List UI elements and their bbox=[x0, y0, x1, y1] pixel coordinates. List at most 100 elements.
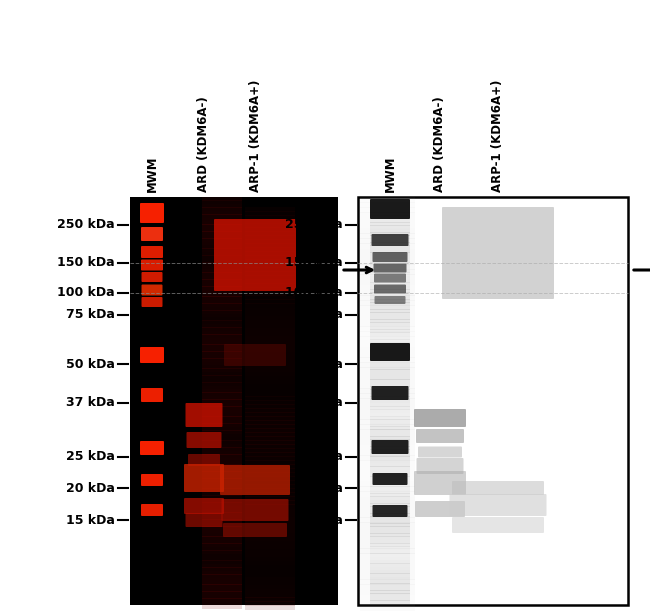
Bar bbox=[360, 460, 415, 466]
Bar bbox=[370, 433, 410, 437]
Bar bbox=[202, 355, 242, 359]
Bar bbox=[245, 516, 295, 521]
Bar bbox=[245, 472, 295, 477]
Bar bbox=[245, 219, 295, 223]
Bar bbox=[202, 266, 242, 270]
Bar bbox=[360, 512, 415, 518]
Bar bbox=[245, 300, 295, 304]
Bar bbox=[370, 560, 410, 564]
Bar bbox=[245, 211, 295, 216]
Bar bbox=[370, 389, 410, 393]
Bar bbox=[202, 464, 242, 468]
Bar bbox=[370, 416, 410, 420]
Bar bbox=[202, 348, 242, 352]
Bar bbox=[360, 543, 415, 549]
Bar bbox=[360, 476, 415, 481]
Bar bbox=[202, 321, 242, 324]
Bar bbox=[370, 470, 410, 473]
Bar bbox=[370, 276, 410, 279]
Bar bbox=[202, 430, 242, 434]
FancyBboxPatch shape bbox=[415, 501, 465, 517]
Bar bbox=[245, 589, 295, 594]
Bar bbox=[370, 530, 410, 534]
Bar bbox=[370, 339, 410, 343]
Bar bbox=[370, 379, 410, 383]
Bar bbox=[360, 378, 415, 383]
Bar bbox=[245, 380, 295, 384]
Bar bbox=[202, 495, 242, 499]
Bar bbox=[245, 316, 295, 320]
Text: 100 kDa: 100 kDa bbox=[285, 287, 343, 300]
Bar bbox=[202, 554, 242, 558]
Bar bbox=[245, 553, 295, 558]
Bar bbox=[245, 255, 295, 260]
Bar bbox=[370, 272, 410, 276]
Bar bbox=[245, 251, 295, 256]
Bar bbox=[370, 570, 410, 574]
Bar bbox=[245, 328, 295, 332]
Bar bbox=[370, 426, 410, 430]
Bar bbox=[202, 279, 242, 283]
FancyBboxPatch shape bbox=[372, 440, 408, 454]
Bar bbox=[370, 383, 410, 386]
Bar bbox=[370, 369, 410, 373]
Bar bbox=[202, 200, 242, 204]
Bar bbox=[370, 533, 410, 537]
Bar bbox=[360, 249, 415, 254]
FancyBboxPatch shape bbox=[141, 504, 163, 516]
Bar bbox=[202, 602, 242, 605]
Bar bbox=[245, 565, 295, 569]
Bar bbox=[370, 456, 410, 460]
Bar bbox=[370, 580, 410, 584]
Bar bbox=[245, 424, 295, 429]
Bar bbox=[370, 526, 410, 530]
Bar bbox=[245, 460, 295, 465]
Bar bbox=[245, 388, 295, 392]
Bar bbox=[245, 384, 295, 389]
FancyBboxPatch shape bbox=[416, 429, 464, 443]
Bar bbox=[202, 238, 242, 242]
Bar bbox=[202, 406, 242, 410]
Bar bbox=[360, 362, 415, 368]
Bar bbox=[360, 341, 415, 347]
Bar bbox=[245, 368, 295, 372]
Bar bbox=[360, 305, 415, 311]
FancyBboxPatch shape bbox=[188, 454, 220, 466]
Bar bbox=[245, 453, 295, 457]
Bar bbox=[245, 541, 295, 545]
Bar bbox=[245, 267, 295, 272]
Bar bbox=[202, 437, 242, 441]
Bar bbox=[245, 524, 295, 529]
FancyBboxPatch shape bbox=[141, 227, 163, 241]
Bar bbox=[202, 513, 242, 516]
Bar bbox=[245, 295, 295, 300]
Bar bbox=[370, 476, 410, 480]
Bar bbox=[370, 489, 410, 494]
Bar bbox=[202, 368, 242, 372]
Bar bbox=[360, 481, 415, 487]
FancyBboxPatch shape bbox=[414, 409, 466, 427]
Bar bbox=[370, 583, 410, 587]
Bar bbox=[360, 527, 415, 533]
Bar bbox=[202, 433, 242, 437]
Bar bbox=[202, 420, 242, 424]
Bar bbox=[202, 225, 242, 228]
Bar bbox=[360, 450, 415, 456]
Bar bbox=[245, 513, 295, 517]
Bar bbox=[370, 546, 410, 550]
Text: MWM: MWM bbox=[146, 155, 159, 192]
Text: 250 kDa: 250 kDa bbox=[285, 219, 343, 231]
Bar bbox=[360, 393, 415, 399]
Bar bbox=[360, 208, 415, 213]
Bar bbox=[245, 284, 295, 288]
Bar bbox=[245, 532, 295, 537]
Bar bbox=[245, 497, 295, 501]
Bar bbox=[245, 279, 295, 284]
Bar bbox=[245, 557, 295, 561]
Bar bbox=[360, 523, 415, 528]
Bar bbox=[360, 290, 415, 295]
Bar bbox=[360, 403, 415, 409]
FancyBboxPatch shape bbox=[187, 432, 222, 448]
Bar bbox=[360, 212, 415, 218]
Bar bbox=[245, 428, 295, 433]
